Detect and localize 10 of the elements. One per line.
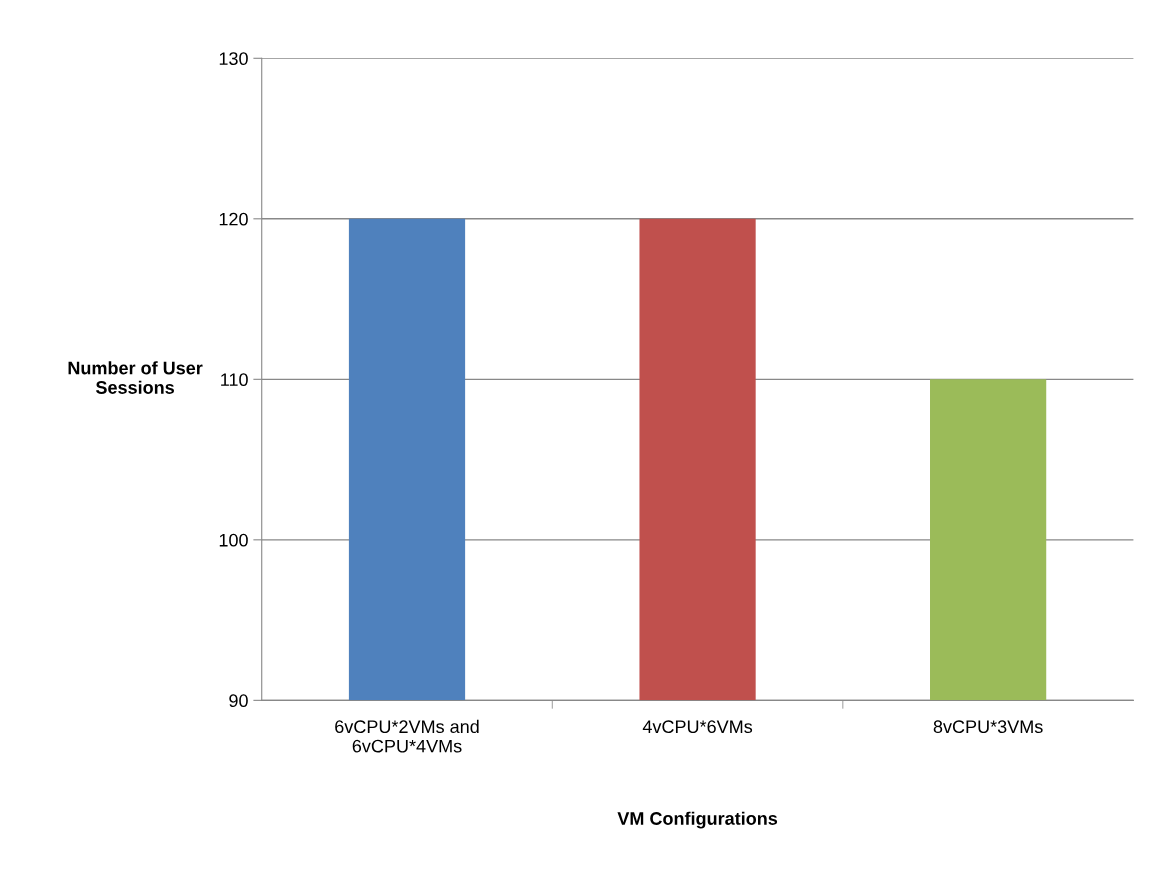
y-tick-label: 90 [229,694,248,708]
y-tick-label: 130 [219,52,248,66]
y-tick-label: 100 [219,533,248,547]
y-axis-title: Number of User Sessions [68,361,203,394]
y-tick-label: 120 [219,212,248,226]
x-tick-label: 6vCPU*2VMs and 6vCPU*4VMs [335,719,479,753]
x-axis-title: VM Configurations [617,811,778,829]
x-tick-label: 4vCPU*6VMs [642,720,753,734]
x-tick-label: 8vCPU*3VMs [933,720,1043,734]
y-tick-label: 110 [221,373,248,387]
